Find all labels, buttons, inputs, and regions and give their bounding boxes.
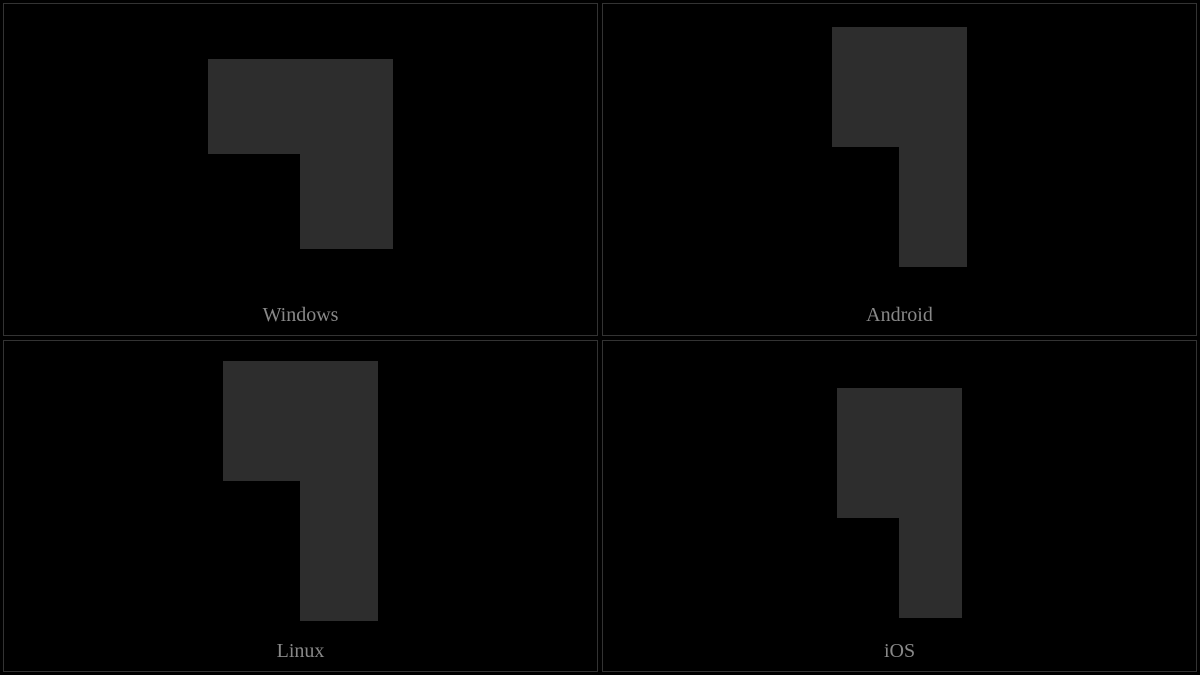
glyph-container — [603, 341, 1196, 642]
glyph-panel-windows: Windows — [3, 3, 598, 336]
panel-label-windows: Windows — [4, 304, 597, 327]
glyph-ios-icon — [837, 388, 962, 618]
glyph-windows-icon — [208, 59, 393, 249]
glyph-panel-android: Android — [602, 3, 1197, 336]
panel-label-android: Android — [603, 304, 1196, 327]
glyph-container — [4, 341, 597, 642]
glyph-android-icon — [832, 27, 967, 267]
glyph-linux-icon — [223, 361, 378, 621]
panel-label-linux: Linux — [4, 640, 597, 663]
panel-label-ios: iOS — [603, 640, 1196, 663]
glyph-panel-ios: iOS — [602, 340, 1197, 673]
glyph-panel-linux: Linux — [3, 340, 598, 673]
glyph-container — [603, 4, 1196, 305]
glyph-container — [4, 4, 597, 305]
